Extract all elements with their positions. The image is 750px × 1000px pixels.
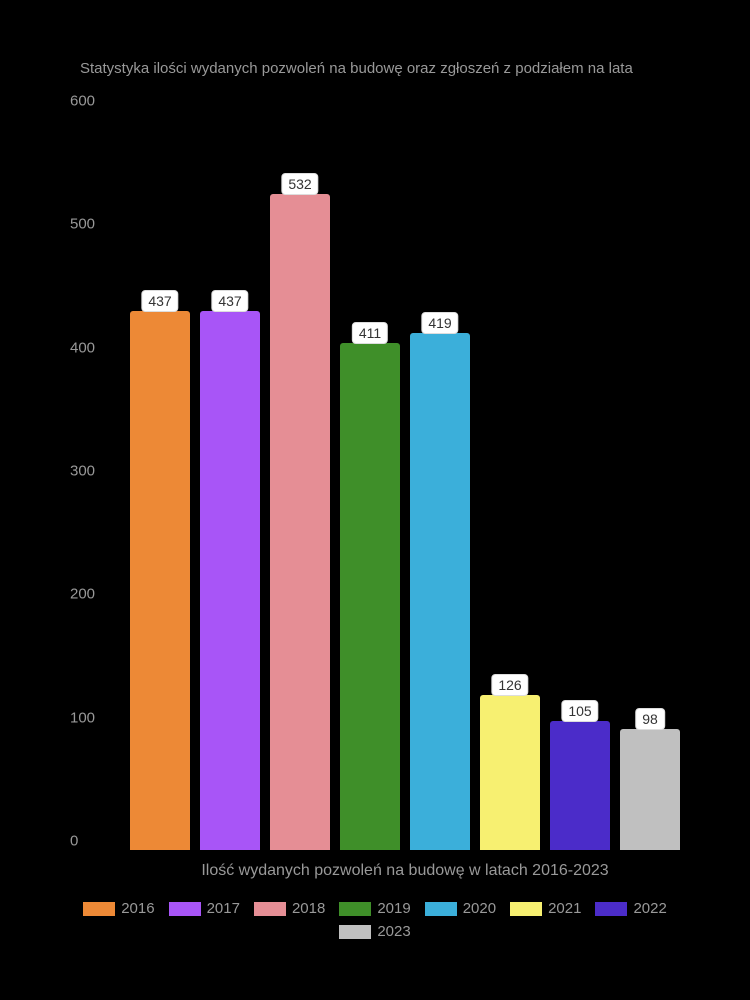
legend-item-2021: 2021 [510, 900, 581, 917]
legend-item-2023: 2023 [339, 923, 410, 940]
y-tick: 300 [70, 463, 95, 480]
legend-label: 2016 [121, 900, 154, 917]
chart-title: Statystyka ilości wydanych pozwoleń na b… [80, 60, 633, 77]
legend-swatch [254, 902, 286, 916]
legend-label: 2020 [463, 900, 496, 917]
y-tick: 200 [70, 586, 95, 603]
y-tick: 100 [70, 709, 95, 726]
legend-swatch [595, 902, 627, 916]
bar-2022 [550, 721, 610, 851]
chart-container: Statystyka ilości wydanych pozwoleń na b… [60, 60, 690, 940]
legend-label: 2018 [292, 900, 325, 917]
legend: 2016 2017 2018 2019 2020 2021 2022 2023 [60, 900, 690, 940]
bar-label: 419 [421, 312, 458, 334]
bar-label: 437 [141, 290, 178, 312]
legend-label: 2021 [548, 900, 581, 917]
legend-swatch [425, 902, 457, 916]
legend-item-2016: 2016 [83, 900, 154, 917]
bar-2020 [410, 333, 470, 850]
bar-2023 [620, 729, 680, 850]
legend-item-2022: 2022 [595, 900, 666, 917]
legend-label: 2023 [377, 923, 410, 940]
legend-item-2017: 2017 [169, 900, 240, 917]
bar-label: 437 [211, 290, 248, 312]
legend-swatch [169, 902, 201, 916]
legend-label: 2019 [377, 900, 410, 917]
bar-label: 532 [281, 173, 318, 195]
legend-item-2019: 2019 [339, 900, 410, 917]
plot-area: Ilość wydanych pozwoleń na budowę w lata… [120, 110, 690, 850]
bar-2016 [130, 311, 190, 850]
bar-2021 [480, 695, 540, 850]
legend-item-2018: 2018 [254, 900, 325, 917]
bar-2017 [200, 311, 260, 850]
legend-label: 2022 [633, 900, 666, 917]
bar-2018 [270, 194, 330, 850]
bar-label: 105 [561, 700, 598, 722]
bar-2019 [340, 343, 400, 850]
y-tick: 600 [70, 93, 95, 110]
legend-label: 2017 [207, 900, 240, 917]
bar-label: 98 [635, 708, 665, 730]
legend-swatch [510, 902, 542, 916]
y-tick: 400 [70, 339, 95, 356]
y-tick: 500 [70, 216, 95, 233]
legend-swatch [339, 925, 371, 939]
y-tick: 0 [70, 833, 78, 850]
bar-label: 126 [491, 674, 528, 696]
legend-swatch [339, 902, 371, 916]
legend-item-2020: 2020 [425, 900, 496, 917]
bar-label: 411 [352, 322, 388, 344]
x-axis-label: Ilość wydanych pozwoleń na budowę w lata… [120, 862, 690, 880]
legend-swatch [83, 902, 115, 916]
